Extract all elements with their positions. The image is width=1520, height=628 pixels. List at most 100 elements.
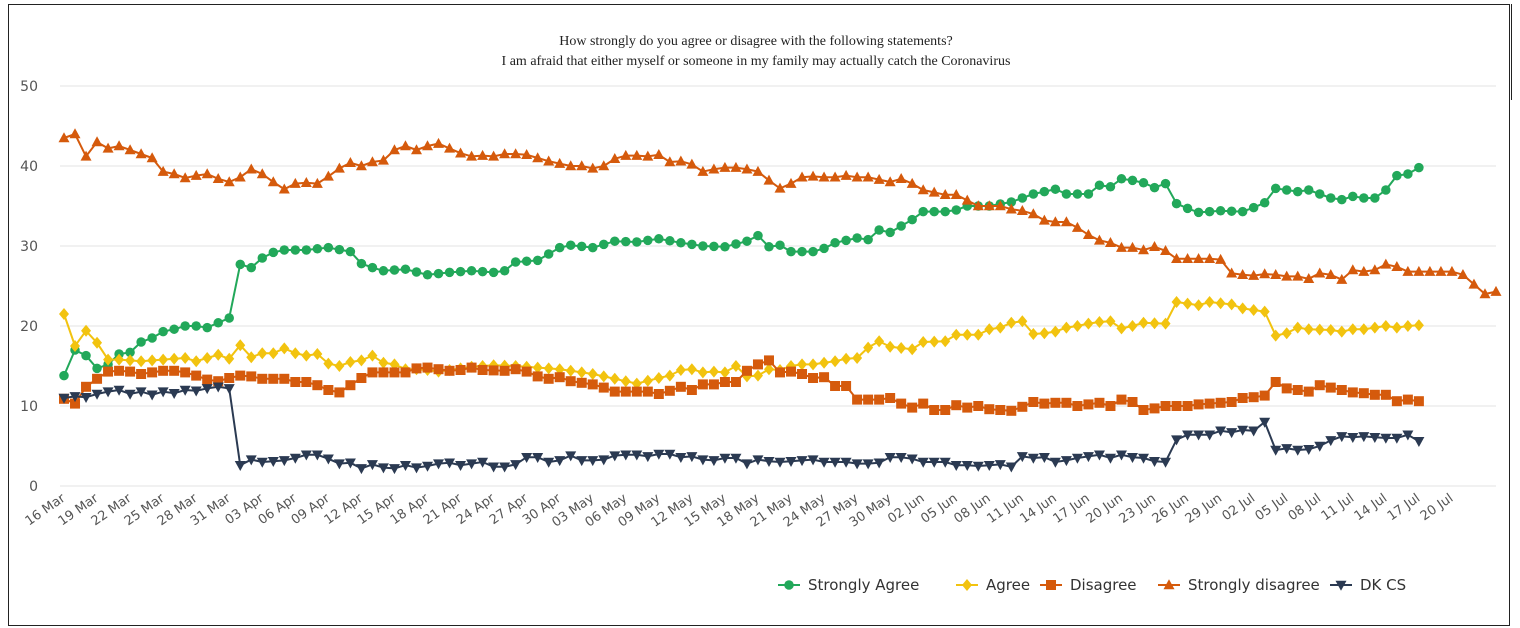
data-point bbox=[1027, 208, 1039, 219]
data-point bbox=[477, 365, 488, 375]
data-point bbox=[1402, 394, 1413, 405]
data-point bbox=[1182, 401, 1193, 411]
data-point bbox=[256, 168, 268, 179]
data-point bbox=[124, 389, 136, 400]
data-point bbox=[885, 340, 896, 353]
data-point bbox=[885, 393, 896, 403]
data-point bbox=[1435, 265, 1447, 276]
data-point bbox=[212, 173, 224, 184]
data-point bbox=[1005, 462, 1017, 473]
data-point bbox=[378, 356, 389, 369]
data-point bbox=[1380, 258, 1392, 269]
data-point bbox=[1061, 397, 1072, 408]
data-point bbox=[113, 140, 125, 151]
data-point bbox=[962, 402, 973, 413]
data-point bbox=[632, 237, 642, 247]
data-point bbox=[1049, 216, 1061, 227]
data-point bbox=[1358, 265, 1370, 276]
data-point bbox=[1303, 273, 1315, 284]
data-point bbox=[1392, 170, 1402, 181]
data-point bbox=[862, 459, 874, 470]
data-point bbox=[731, 239, 741, 249]
data-point bbox=[180, 321, 190, 331]
data-point bbox=[675, 381, 686, 392]
data-point bbox=[1093, 234, 1105, 245]
data-point bbox=[775, 367, 785, 378]
data-point bbox=[1479, 288, 1491, 299]
data-point bbox=[543, 457, 555, 468]
data-point bbox=[1160, 401, 1171, 411]
data-point bbox=[565, 240, 576, 250]
data-point bbox=[147, 354, 158, 367]
data-point bbox=[631, 450, 643, 461]
data-point bbox=[1006, 405, 1017, 416]
data-point bbox=[609, 451, 621, 462]
data-point bbox=[1104, 453, 1116, 464]
data-point bbox=[1050, 397, 1061, 408]
x-tick-label: 14 Jun bbox=[1017, 491, 1059, 527]
data-point bbox=[499, 266, 510, 276]
data-point bbox=[884, 452, 896, 463]
data-point bbox=[1347, 323, 1358, 336]
data-point bbox=[1314, 441, 1326, 452]
gridlines bbox=[60, 85, 1496, 487]
series-line bbox=[63, 166, 1420, 376]
data-point bbox=[697, 165, 709, 176]
data-point bbox=[1303, 323, 1314, 336]
data-point bbox=[642, 386, 653, 397]
data-point bbox=[267, 456, 279, 467]
data-point bbox=[819, 372, 830, 383]
data-point bbox=[918, 398, 929, 409]
data-point bbox=[1193, 399, 1204, 410]
data-point bbox=[818, 457, 830, 468]
data-point bbox=[532, 452, 544, 463]
data-point bbox=[1226, 267, 1238, 278]
data-point bbox=[246, 262, 257, 273]
data-point bbox=[279, 373, 290, 384]
data-point bbox=[136, 355, 147, 368]
data-point bbox=[1171, 435, 1183, 446]
data-point bbox=[1259, 198, 1270, 208]
data-point bbox=[598, 382, 609, 393]
data-point bbox=[323, 242, 334, 253]
data-point bbox=[80, 150, 92, 161]
data-point bbox=[808, 358, 819, 371]
data-point bbox=[1413, 265, 1425, 276]
data-point bbox=[355, 464, 367, 475]
data-point bbox=[191, 370, 202, 381]
data-point bbox=[190, 169, 202, 180]
data-point bbox=[994, 460, 1006, 471]
data-point bbox=[125, 347, 135, 358]
data-point bbox=[720, 242, 730, 252]
data-point bbox=[643, 235, 653, 246]
data-point bbox=[455, 266, 466, 277]
series-line bbox=[63, 359, 1420, 412]
data-point bbox=[1314, 323, 1325, 336]
data-point bbox=[301, 377, 312, 387]
data-point bbox=[1314, 380, 1325, 391]
data-point bbox=[202, 322, 212, 333]
data-point bbox=[388, 144, 400, 155]
frame-edge bbox=[1511, 4, 1512, 100]
data-point bbox=[774, 457, 786, 468]
data-point bbox=[543, 155, 555, 166]
data-point bbox=[477, 457, 489, 468]
x-tick-label: 20 Jun bbox=[1084, 491, 1126, 527]
x-tick-label: 02 Jul bbox=[1220, 491, 1258, 524]
data-point bbox=[356, 373, 367, 383]
data-point bbox=[863, 394, 874, 405]
data-point bbox=[444, 142, 456, 153]
data-point bbox=[906, 177, 918, 188]
data-point bbox=[686, 363, 697, 376]
data-point bbox=[1446, 265, 1458, 276]
data-point bbox=[665, 236, 675, 246]
data-point bbox=[852, 352, 863, 364]
data-point bbox=[807, 170, 819, 181]
data-point bbox=[653, 449, 665, 460]
data-point bbox=[675, 364, 686, 376]
data-point bbox=[973, 328, 984, 341]
data-point bbox=[213, 348, 224, 361]
data-point bbox=[1083, 189, 1094, 199]
y-tick-label: 40 bbox=[20, 159, 38, 175]
